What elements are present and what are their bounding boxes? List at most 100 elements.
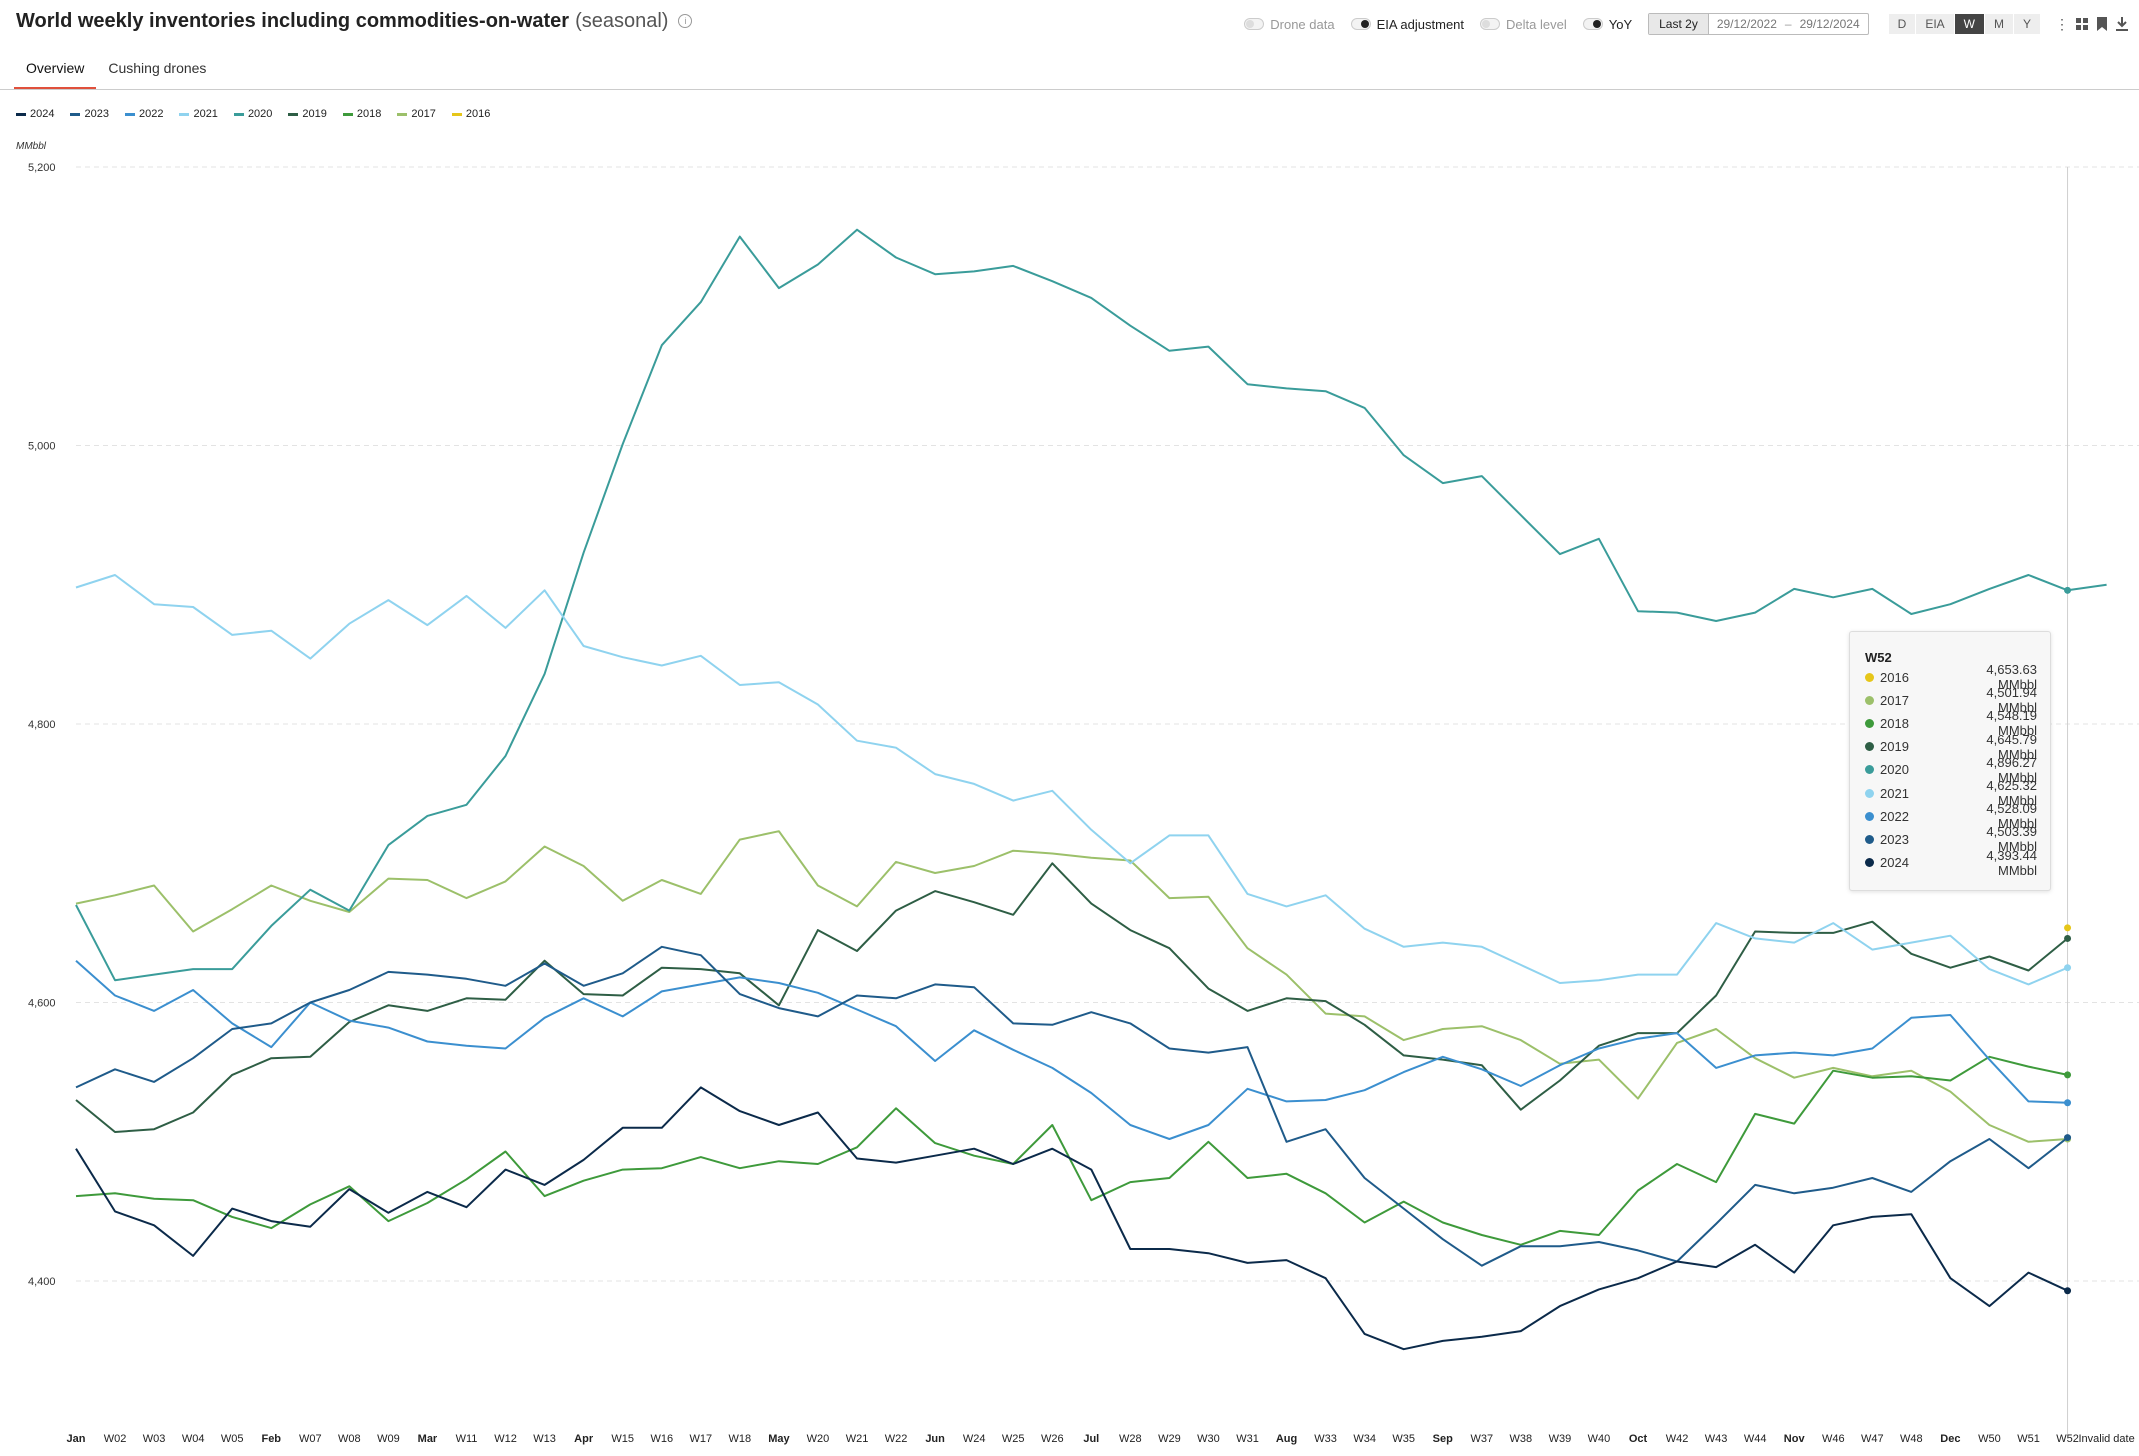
legend-item-2021[interactable]: 2021 (179, 108, 218, 120)
drone-data-toggle[interactable]: Drone data (1244, 16, 1335, 32)
tooltip-row: 2018 4,548.19 MMbbl (1865, 708, 2037, 738)
toggle-label: Drone data (1270, 16, 1335, 32)
x-tick-label: W18 (729, 1433, 752, 1445)
legend-swatch (342, 112, 353, 116)
tooltip-value: 4,896.27 MMbbl (1986, 754, 2037, 785)
granularity-eia-button[interactable]: EIA (1916, 14, 1955, 34)
x-tick-label: Jun (925, 1433, 945, 1445)
tooltip-value: 4,548.19 MMbbl (1986, 708, 2037, 739)
granularity-m-button[interactable]: M (1984, 14, 2014, 34)
tooltip-year: 2017 (1880, 692, 1909, 708)
x-tick-label: W21 (846, 1433, 869, 1445)
tabs-divider (0, 89, 2139, 90)
toggle-switch[interactable] (1350, 18, 1371, 30)
y-tick-label: 4,400 (28, 1276, 56, 1288)
chart-subtitle: (seasonal) (575, 10, 669, 32)
eia-adjustment-toggle[interactable]: EIA adjustment (1350, 17, 1464, 32)
toggle-switch[interactable] (1480, 18, 1501, 30)
tab-cushing-drones[interactable]: Cushing drones (108, 60, 207, 76)
legend-item-2023[interactable]: 2023 (70, 108, 109, 120)
toggle-switch[interactable] (1582, 18, 1603, 30)
x-tick-label: W37 (1470, 1433, 1493, 1445)
grid-icon[interactable] (2075, 16, 2089, 32)
series-point-2021 (2064, 964, 2072, 972)
legend-swatch (179, 112, 190, 116)
toggle-label: Delta level (1506, 16, 1567, 32)
yoy-toggle[interactable]: YoY (1582, 17, 1632, 32)
x-tick-label: W07 (299, 1433, 322, 1445)
x-tick-label: Aug (1276, 1433, 1297, 1445)
series-line-2024 (75, 1086, 2069, 1351)
x-tick-label: W34 (1353, 1433, 1376, 1445)
range-from-date[interactable]: 29/12/2022 (1716, 17, 1777, 31)
granularity-y-button[interactable]: Y (2013, 14, 2041, 34)
x-tick-label: W04 (182, 1433, 205, 1445)
tooltip-value: 4,645.79 MMbbl (1986, 731, 2037, 762)
legend-label: 2022 (138, 108, 164, 120)
bookmark-icon[interactable] (2095, 16, 2109, 32)
y-tick-label: 4,800 (28, 719, 56, 731)
legend-label: 2018 (356, 108, 382, 120)
x-tick-label: W51 (2017, 1433, 2040, 1445)
legend-label: 2023 (84, 108, 109, 120)
date-range-picker[interactable]: Last 2y 29/12/2022 – 29/12/2024 (1648, 13, 1869, 35)
more-vertical-icon[interactable]: ⋮ (2055, 15, 2069, 32)
tab-overview[interactable]: Overview (14, 56, 97, 89)
header: World weekly inventories including commo… (0, 0, 2139, 48)
x-tick-label: W22 (885, 1433, 908, 1445)
legend-swatch (233, 112, 244, 116)
x-tick-label: Sep (1433, 1433, 1453, 1445)
series-point-2020 (2064, 586, 2072, 594)
granularity-d-button[interactable]: D (1888, 14, 1917, 34)
x-tick-label: W31 (1236, 1433, 1259, 1445)
legend-item-2022[interactable]: 2022 (124, 108, 164, 120)
page-title: World weekly inventories including commo… (16, 10, 693, 33)
range-to-date[interactable]: 29/12/2024 (1799, 17, 1860, 31)
legend-item-2017[interactable]: 2017 (397, 108, 436, 120)
chart-canvas: 4,400 4,600 4,800 5,000 5,200 Jan W02 W03 W04 W05… (28, 162, 2139, 1445)
x-tick-label: W40 (1588, 1433, 1611, 1445)
tooltip-year: 2024 (1880, 855, 1909, 871)
granularity-w-button[interactable]: W (1954, 14, 1985, 34)
delta-level-toggle[interactable]: Delta level (1480, 17, 1567, 32)
tooltip-year: 2020 (1880, 762, 1909, 778)
tooltip-dot (1865, 858, 1874, 868)
legend-item-2016[interactable]: 2016 (451, 108, 490, 120)
x-tick-label: W47 (1861, 1433, 1884, 1445)
tooltip-year: 2018 (1880, 715, 1909, 731)
tab-bar: Overview Cushing drones (14, 56, 218, 89)
legend-item-2024[interactable]: 2024 (16, 108, 54, 120)
info-icon[interactable]: i (678, 14, 693, 28)
legend-label: 2024 (30, 108, 55, 120)
y-tick-label: 5,000 (28, 441, 56, 453)
series-line-2018 (75, 1055, 2068, 1246)
series-point-2024 (2064, 1287, 2072, 1295)
x-tick-label: W20 (807, 1433, 830, 1445)
x-tick-label: W26 (1041, 1433, 1064, 1445)
tooltip-row: 2024 4,393.44 MMbbl (1865, 848, 2037, 878)
x-tick-label: W12 (494, 1433, 517, 1445)
tooltip-row: 2019 4,645.79 MMbbl (1865, 732, 2037, 762)
legend-item-2020[interactable]: 2020 (233, 108, 272, 120)
x-tick-label: W43 (1705, 1433, 1728, 1445)
tooltip-year: 2016 (1880, 669, 1909, 685)
legend-swatch (288, 112, 299, 116)
series-line-2022 (75, 959, 2068, 1140)
series-point-2022 (2064, 1099, 2072, 1107)
x-tick-label: W13 (533, 1433, 556, 1445)
legend-item-2018[interactable]: 2018 (342, 108, 382, 120)
x-tick-label: Dec (1940, 1433, 1960, 1445)
chart-title: World weekly inventories including commo… (16, 10, 570, 32)
legend-item-2019[interactable]: 2019 (288, 108, 327, 120)
tooltip-row: 2021 4,625.32 MMbbl (1865, 778, 2037, 808)
range-preset-button[interactable]: Last 2y (1649, 14, 1709, 34)
tooltip-value: 4,625.32 MMbbl (1986, 778, 2037, 808)
tooltip-value: 4,653.63 MMbbl (1986, 662, 2037, 692)
download-icon[interactable] (2115, 16, 2129, 32)
series-line-2023 (75, 945, 2069, 1267)
x-tick-label: Apr (574, 1433, 594, 1445)
legend-label: 2019 (302, 108, 327, 120)
x-tick-label: W09 (377, 1433, 400, 1445)
x-tick-label: W11 (456, 1433, 478, 1445)
toggle-switch[interactable] (1244, 18, 1265, 30)
